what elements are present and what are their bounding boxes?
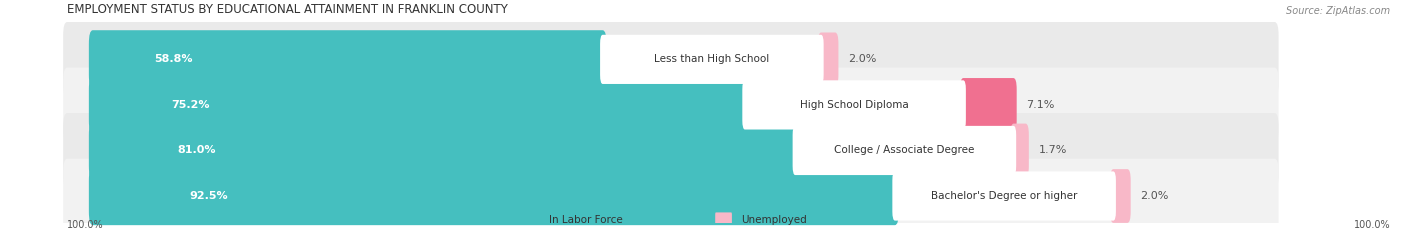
Text: In Labor Force: In Labor Force bbox=[548, 215, 623, 225]
Text: 100.0%: 100.0% bbox=[67, 220, 104, 230]
Text: 2.0%: 2.0% bbox=[1140, 191, 1168, 201]
Text: 58.8%: 58.8% bbox=[153, 54, 193, 64]
FancyBboxPatch shape bbox=[1011, 123, 1029, 177]
Text: 1.7%: 1.7% bbox=[1039, 145, 1067, 155]
FancyBboxPatch shape bbox=[89, 167, 898, 225]
FancyBboxPatch shape bbox=[716, 212, 733, 227]
FancyBboxPatch shape bbox=[742, 80, 966, 130]
FancyBboxPatch shape bbox=[600, 35, 824, 84]
Text: 75.2%: 75.2% bbox=[172, 100, 209, 110]
FancyBboxPatch shape bbox=[893, 171, 1116, 221]
FancyBboxPatch shape bbox=[89, 30, 606, 89]
Text: High School Diploma: High School Diploma bbox=[800, 100, 908, 110]
FancyBboxPatch shape bbox=[63, 68, 1278, 142]
FancyBboxPatch shape bbox=[63, 159, 1278, 233]
Text: Unemployed: Unemployed bbox=[741, 215, 807, 225]
Text: 100.0%: 100.0% bbox=[1354, 220, 1391, 230]
Text: 92.5%: 92.5% bbox=[188, 191, 228, 201]
Text: EMPLOYMENT STATUS BY EDUCATIONAL ATTAINMENT IN FRANKLIN COUNTY: EMPLOYMENT STATUS BY EDUCATIONAL ATTAINM… bbox=[67, 3, 508, 16]
Text: Less than High School: Less than High School bbox=[654, 54, 769, 64]
Text: College / Associate Degree: College / Associate Degree bbox=[834, 145, 974, 155]
FancyBboxPatch shape bbox=[63, 22, 1278, 97]
Text: 81.0%: 81.0% bbox=[177, 145, 215, 155]
FancyBboxPatch shape bbox=[793, 126, 1017, 175]
Text: 2.0%: 2.0% bbox=[848, 54, 876, 64]
FancyBboxPatch shape bbox=[523, 212, 538, 227]
FancyBboxPatch shape bbox=[89, 121, 799, 180]
FancyBboxPatch shape bbox=[89, 76, 749, 134]
Text: Bachelor's Degree or higher: Bachelor's Degree or higher bbox=[931, 191, 1077, 201]
FancyBboxPatch shape bbox=[1111, 169, 1130, 223]
FancyBboxPatch shape bbox=[818, 32, 838, 86]
Text: 7.1%: 7.1% bbox=[1026, 100, 1054, 110]
FancyBboxPatch shape bbox=[63, 113, 1278, 188]
Text: Source: ZipAtlas.com: Source: ZipAtlas.com bbox=[1286, 6, 1391, 16]
FancyBboxPatch shape bbox=[960, 78, 1017, 132]
